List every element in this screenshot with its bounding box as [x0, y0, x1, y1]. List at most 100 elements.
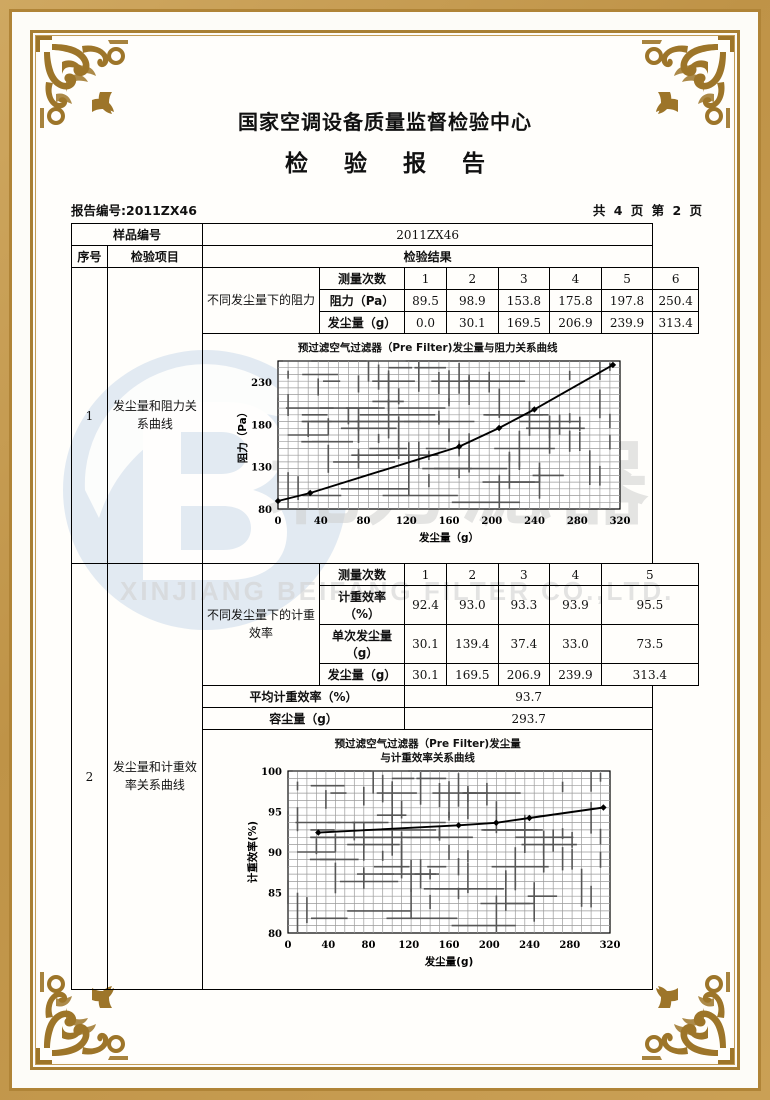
section1-row-label-0: 测量次数 [319, 267, 405, 290]
section1-dust-4: 239.9 [600, 311, 654, 334]
section1-count-1: 2 [446, 267, 499, 290]
section2-row-label-3: 发尘量（g） [319, 663, 405, 686]
svg-text:计重效率(%): 计重效率(%) [246, 821, 259, 883]
table-row-s2-efficiency: 计重效率（%） 92.4 93.0 93.3 93.9 95.5 [72, 585, 700, 625]
svg-text:120: 120 [396, 516, 417, 527]
section1-count-2: 3 [497, 267, 551, 290]
section1-item: 发尘量和阻力关系曲线 [106, 267, 204, 564]
chart2-title: 预过滤空气过滤器（Pre Filter)发尘量 与计重效率关系曲线 [206, 732, 649, 765]
section1-row-label-2: 发尘量（g） [319, 311, 405, 334]
svg-text:160: 160 [438, 516, 459, 527]
section2-efficiency-0: 92.4 [403, 585, 448, 625]
section1-count-5: 6 [652, 267, 699, 290]
chart2-plot: 80 85 90 95 100 0 40 80 120 160 200 240 280 320 发尘量(g)… [206, 765, 649, 977]
section2-dust-2: 206.9 [497, 663, 551, 686]
section1-row-label-1: 阻力（Pa） [319, 289, 405, 312]
svg-text:320: 320 [609, 516, 630, 527]
section1-count-4: 5 [600, 267, 654, 290]
section2-single-dust-1: 139.4 [446, 624, 499, 664]
section2-efficiency-3: 93.9 [549, 585, 602, 625]
svg-text:阻力（Pa）: 阻力（Pa） [236, 407, 249, 464]
section2-efficiency-1: 93.0 [446, 585, 499, 625]
sample-no-label: 样品编号 [71, 223, 203, 246]
section2-single-dust-3: 33.0 [549, 624, 602, 664]
section2-avg-value: 93.7 [403, 685, 654, 708]
section2-single-dust-4: 73.5 [600, 624, 700, 664]
chart-cell-resistance: 预过滤空气过滤器（Pre Filter)发尘量与阻力关系曲线 80 130 180 2… [201, 333, 654, 564]
report-content: 国家空调设备质量监督检验中心 检 验 报 告 报告编号:2011ZX46 共 4… [38, 38, 732, 1062]
svg-text:40: 40 [313, 516, 327, 527]
section2-efficiency-2: 93.3 [497, 585, 551, 625]
section2-dust-4: 313.4 [600, 663, 700, 686]
svg-text:280: 280 [567, 516, 588, 527]
section2-count-4: 5 [600, 563, 700, 586]
chart2-title-line2: 与计重效率关系曲线 [380, 752, 475, 765]
section2-seq: 2 [71, 563, 108, 990]
svg-text:240: 240 [524, 516, 545, 527]
svg-text:85: 85 [268, 889, 282, 900]
svg-text:180: 180 [251, 421, 272, 432]
section1-seq: 1 [71, 267, 108, 564]
frame-inner-border [30, 30, 740, 1070]
section2-row-label-0: 测量次数 [319, 563, 405, 586]
header-item: 检验项目 [106, 245, 204, 268]
sample-no-value: 2011ZX46 [201, 223, 654, 246]
svg-text:130: 130 [251, 463, 272, 474]
svg-text:320: 320 [599, 940, 620, 951]
section1-sub-label: 不同发尘量下的阻力 [202, 267, 320, 334]
section2-avg-label: 平均计重效率（%） [202, 685, 405, 708]
svg-text:80: 80 [361, 940, 375, 951]
section1-resistance-5: 250.4 [652, 289, 699, 312]
section2-count-2: 3 [497, 563, 551, 586]
section2-count-0: 1 [403, 563, 448, 586]
table-row-s2-single-dust: 单次发尘量（g） 30.1 139.4 37.4 33.0 73.5 [72, 624, 700, 664]
section2-sub-label: 不同发尘量下的计重效率 [202, 563, 320, 686]
section1-resistance-1: 98.9 [446, 289, 499, 312]
section1-count-0: 1 [403, 267, 448, 290]
svg-text:280: 280 [559, 940, 580, 951]
svg-text:发尘量(g): 发尘量(g) [423, 955, 473, 968]
section2-count-1: 2 [446, 563, 499, 586]
section1-dust-2: 169.5 [497, 311, 551, 334]
chart1-title: 预过滤空气过滤器（Pre Filter)发尘量与阻力关系曲线 [297, 342, 558, 354]
section2-item: 发尘量和计重效率关系曲线 [106, 563, 204, 990]
svg-text:120: 120 [398, 940, 419, 951]
section1-resistance-4: 197.8 [600, 289, 654, 312]
table-row-s2-dust: 发尘量（g） 30.1 169.5 206.9 239.9 313.4 [72, 663, 700, 686]
section2-capacity-value: 293.7 [403, 707, 654, 730]
section1-count-3: 4 [549, 267, 602, 290]
document-title: 检 验 报 告 [284, 151, 500, 177]
header-seq: 序号 [71, 245, 108, 268]
section2-single-dust-2: 37.4 [497, 624, 551, 664]
table-row-s1-chart: 预过滤空气过滤器（Pre Filter)发尘量与阻力关系曲线 80 130 180 2… [72, 333, 699, 564]
corner-ornament-top-left [22, 22, 142, 142]
section2-dust-1: 169.5 [446, 663, 499, 686]
section2-dust-3: 239.9 [549, 663, 602, 686]
section1-dust-5: 313.4 [652, 311, 699, 334]
svg-text:0: 0 [274, 516, 281, 527]
svg-text:95: 95 [268, 808, 282, 819]
chart1-plot: 80 130 180 230 0 40 80 120 160 200 240 280 320 发尘量（g）… [206, 355, 649, 551]
svg-text:160: 160 [438, 940, 459, 951]
section2-row-label-2: 单次发尘量（g） [319, 624, 405, 664]
section1-dust-3: 206.9 [549, 311, 602, 334]
section2-row-label-1: 计重效率（%） [319, 585, 405, 625]
svg-text:240: 240 [519, 940, 540, 951]
issuing-organization: 国家空调设备质量监督检验中心 [238, 110, 532, 134]
page-number: 共 4 页 第 2 页 [592, 203, 704, 218]
svg-text:200: 200 [479, 940, 500, 951]
frame-inner-border-thin [35, 35, 735, 1065]
inspection-report-table: 样品编号 2011ZX46 序号 检验项目 检验结果 1 发尘量和阻力关系曲线 … [71, 223, 700, 990]
report-meta-row: 报告编号:2011ZX46 共 4 页 第 2 页 [71, 200, 704, 218]
table-row-s1-counts: 1 发尘量和阻力关系曲线 不同发尘量下的阻力 测量次数 1 2 3 4 5 6 [71, 267, 699, 564]
table-row-s2-avg: 平均计重效率（%） 93.7 [72, 685, 699, 708]
chart2-title-line1: 预过滤空气过滤器（Pre Filter)发尘量 [334, 738, 521, 750]
table-row-s2-chart: 预过滤空气过滤器（Pre Filter)发尘量 与计重效率关系曲线 80 85 90… [72, 729, 699, 990]
svg-text:200: 200 [481, 516, 502, 527]
section2-count-3: 4 [549, 563, 602, 586]
section2-capacity-label: 容尘量（g） [202, 707, 405, 730]
svg-text:80: 80 [356, 516, 370, 527]
section1-dust-0: 0.0 [403, 311, 448, 334]
section2-single-dust-0: 30.1 [403, 624, 448, 664]
table-row-sample: 样品编号 2011ZX46 [71, 223, 699, 246]
